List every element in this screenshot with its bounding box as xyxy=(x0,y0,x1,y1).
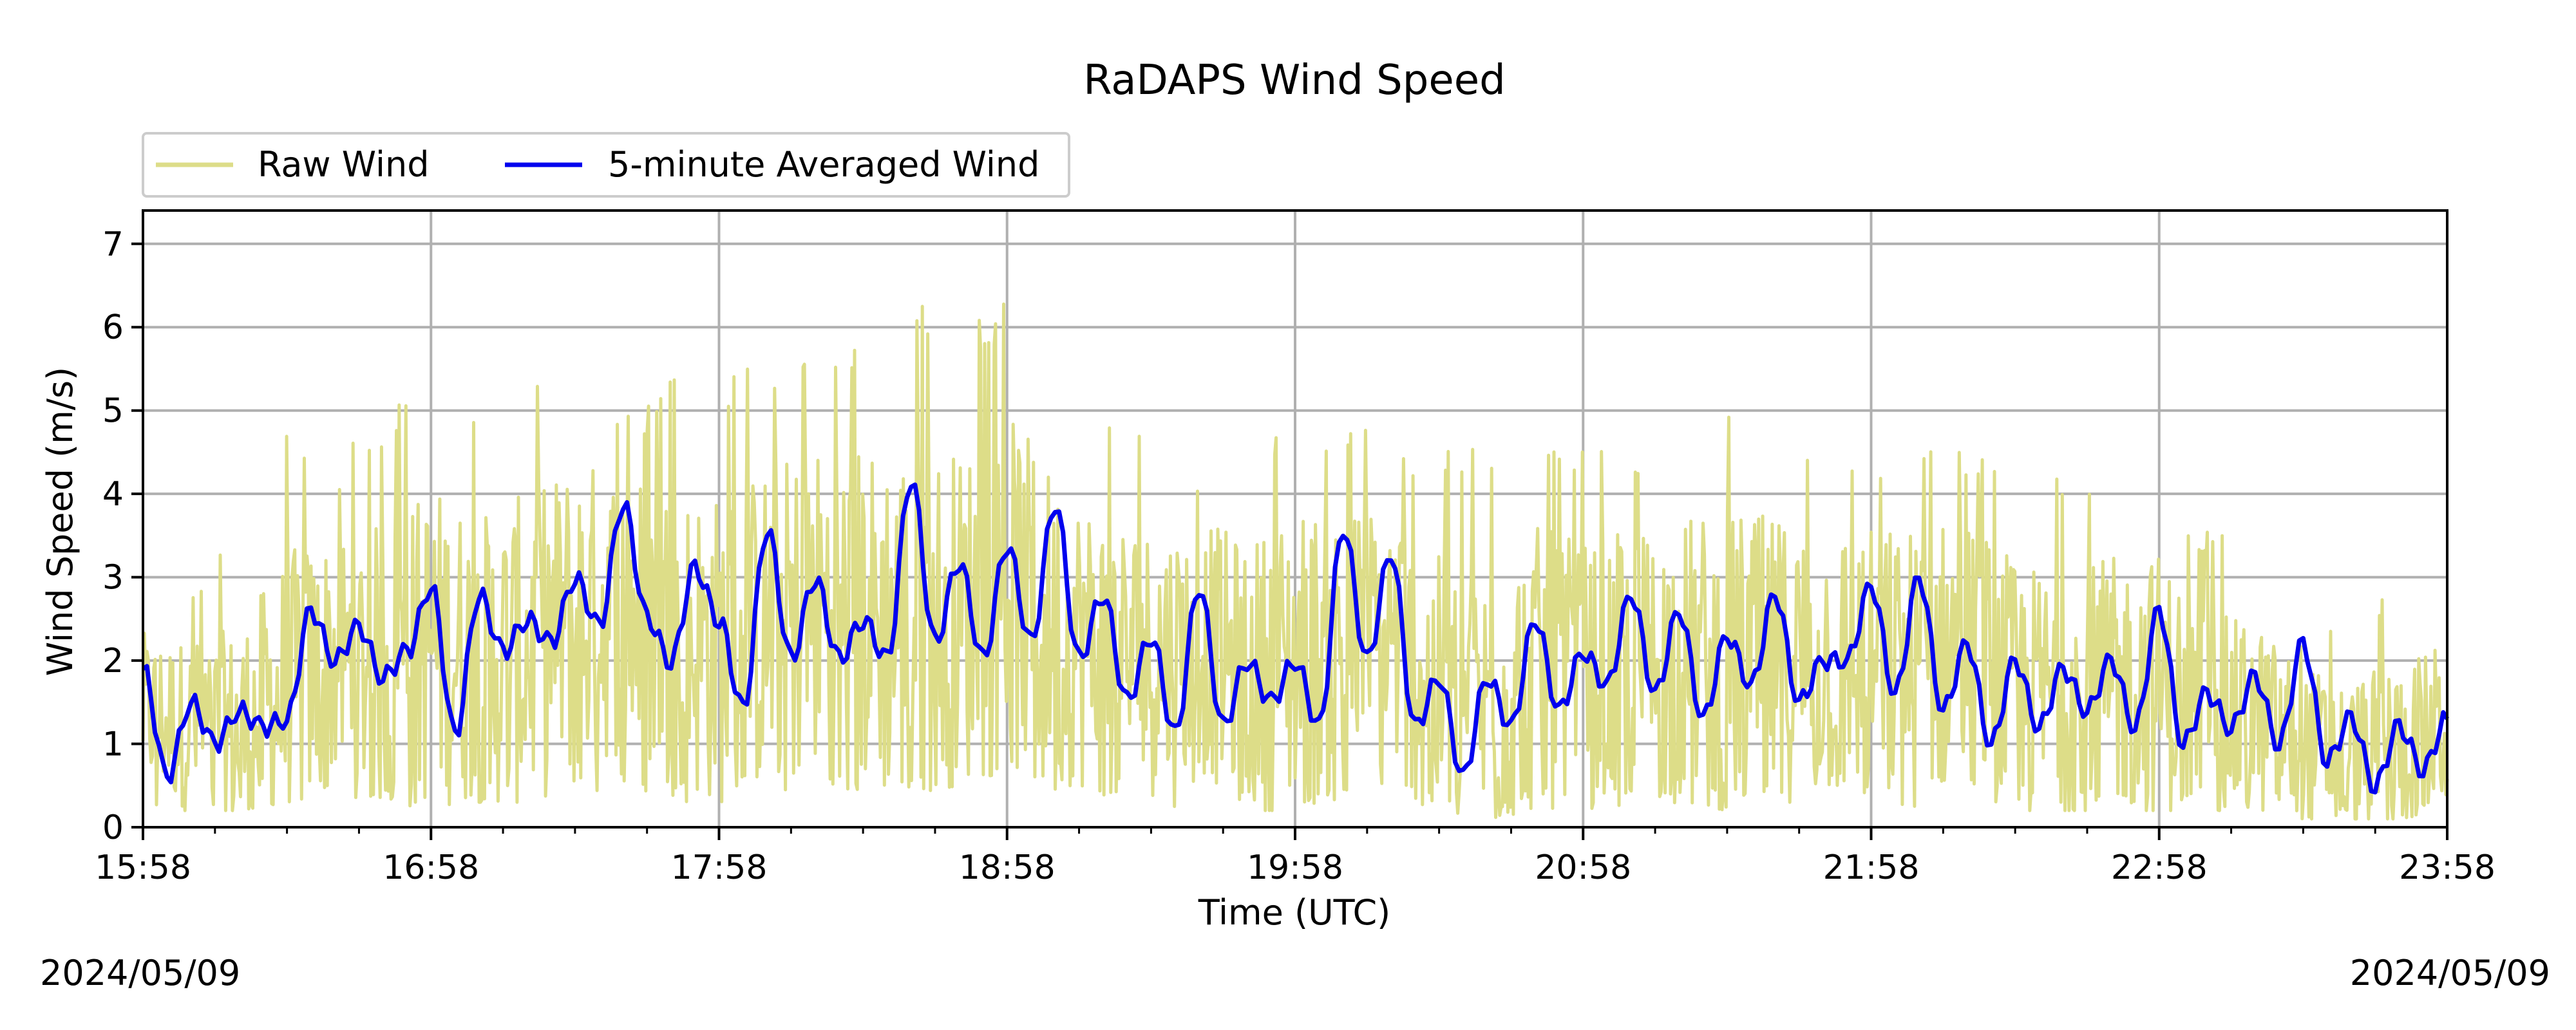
x-tick-label: 16:58 xyxy=(383,848,479,887)
date-left: 2024/05/09 xyxy=(40,953,240,993)
y-tick-label: 2 xyxy=(102,642,124,680)
axes: 0 1 2 3 4 5 6 7 15:58 16:58 17:58 18:58 19:58 20:58 21… xyxy=(95,209,2496,887)
y-tick-label: 0 xyxy=(102,809,124,847)
x-tick-label: 22:58 xyxy=(2111,848,2208,887)
plot-frame xyxy=(142,209,2448,829)
legend-box xyxy=(142,132,1070,198)
x-tick-label: 18:58 xyxy=(959,848,1056,887)
chart-title: RaDAPS Wind Speed xyxy=(1083,57,1506,104)
legend-label-raw-wind: Raw Wind xyxy=(258,144,429,185)
x-tick-label: 17:58 xyxy=(671,848,768,887)
x-tick-label: 23:58 xyxy=(2399,848,2496,887)
y-tick-label: 3 xyxy=(102,559,124,597)
y-tick-label: 6 xyxy=(102,308,124,347)
y-tick-label: 5 xyxy=(102,392,124,431)
y-tick-label: 4 xyxy=(102,475,124,514)
x-axis-label: Time (UTC) xyxy=(1198,892,1391,933)
y-tick-label: 1 xyxy=(102,726,124,764)
averaged-wind-series xyxy=(142,482,2449,795)
date-right: 2024/05/09 xyxy=(2350,953,2550,993)
x-tick-label: 21:58 xyxy=(1823,848,1920,887)
raw-wind-line xyxy=(141,302,2449,821)
y-axis-label: Wind Speed (m/s) xyxy=(40,367,80,676)
raw-wind-series xyxy=(141,302,2449,821)
legend: Raw Wind 5-minute Averaged Wind xyxy=(142,132,1070,198)
legend-label-averaged-wind: 5-minute Averaged Wind xyxy=(608,144,1039,185)
x-tick-label: 19:58 xyxy=(1247,848,1343,887)
x-tick-label: 15:58 xyxy=(95,848,191,887)
x-tick-label: 20:58 xyxy=(1535,848,1631,887)
averaged-wind-line xyxy=(142,482,2449,795)
y-tick-label: 7 xyxy=(102,225,124,264)
